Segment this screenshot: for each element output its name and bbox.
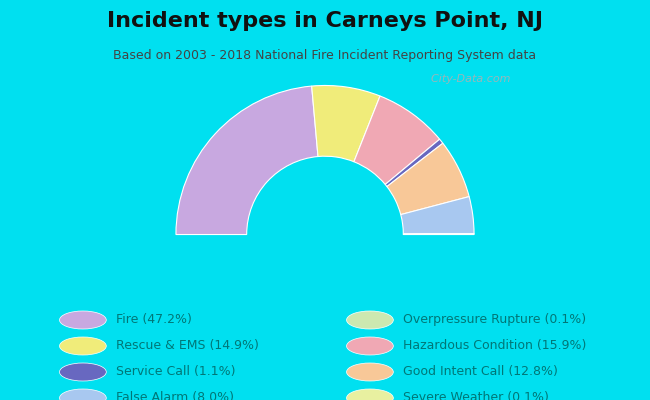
Wedge shape — [401, 196, 474, 234]
Ellipse shape — [60, 337, 107, 355]
Wedge shape — [312, 86, 380, 162]
Text: Hazardous Condition (15.9%): Hazardous Condition (15.9%) — [403, 340, 586, 352]
Text: Service Call (1.1%): Service Call (1.1%) — [116, 366, 235, 378]
Wedge shape — [176, 86, 318, 234]
Text: Based on 2003 - 2018 National Fire Incident Reporting System data: Based on 2003 - 2018 National Fire Incid… — [114, 49, 536, 62]
Text: Incident types in Carneys Point, NJ: Incident types in Carneys Point, NJ — [107, 11, 543, 31]
Text: Good Intent Call (12.8%): Good Intent Call (12.8%) — [403, 366, 558, 378]
Ellipse shape — [346, 311, 393, 329]
Text: Rescue & EMS (14.9%): Rescue & EMS (14.9%) — [116, 340, 259, 352]
Ellipse shape — [346, 389, 393, 400]
Ellipse shape — [60, 363, 107, 381]
Ellipse shape — [346, 337, 393, 355]
Wedge shape — [354, 96, 439, 184]
Wedge shape — [387, 143, 469, 214]
Text: City-Data.com: City-Data.com — [424, 74, 511, 84]
Ellipse shape — [60, 389, 107, 400]
Ellipse shape — [346, 363, 393, 381]
Wedge shape — [385, 139, 443, 186]
Ellipse shape — [60, 311, 107, 329]
Text: False Alarm (8.0%): False Alarm (8.0%) — [116, 392, 234, 400]
Text: Overpressure Rupture (0.1%): Overpressure Rupture (0.1%) — [403, 314, 586, 326]
Text: Fire (47.2%): Fire (47.2%) — [116, 314, 192, 326]
Text: Severe Weather (0.1%): Severe Weather (0.1%) — [403, 392, 549, 400]
